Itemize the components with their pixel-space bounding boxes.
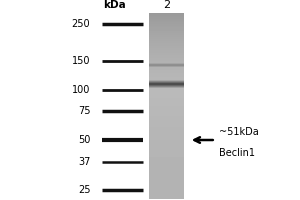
Text: 25: 25 <box>78 185 90 195</box>
Text: ~51kDa: ~51kDa <box>219 127 258 137</box>
Text: kDa: kDa <box>103 0 125 10</box>
Text: 150: 150 <box>72 56 90 66</box>
Text: Beclin1: Beclin1 <box>219 148 255 158</box>
Text: 100: 100 <box>72 85 90 95</box>
Text: 50: 50 <box>78 135 90 145</box>
Text: 75: 75 <box>78 106 90 116</box>
Text: 250: 250 <box>72 19 90 29</box>
Text: 2: 2 <box>163 0 170 10</box>
Text: 37: 37 <box>78 157 90 167</box>
